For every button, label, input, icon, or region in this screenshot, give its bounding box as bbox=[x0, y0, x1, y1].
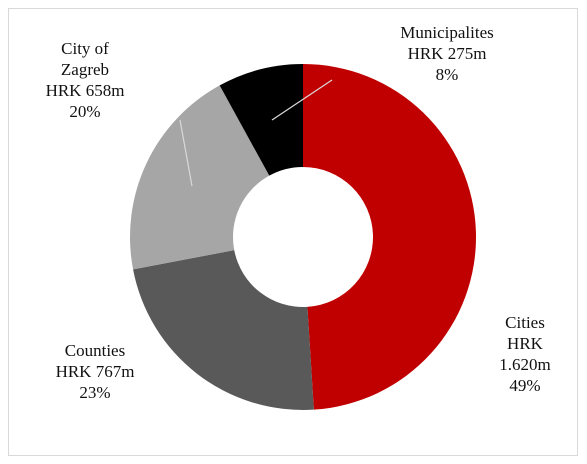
data-label: Cities HRK 1.620m 49% bbox=[490, 312, 560, 396]
category-label: City of Zagreb bbox=[60, 39, 110, 79]
percent-label: 8% bbox=[435, 65, 459, 84]
category-label: Cities bbox=[505, 313, 545, 332]
slice bbox=[133, 250, 314, 410]
percent-label: 49% bbox=[509, 376, 541, 395]
amount-label: HRK 767m bbox=[55, 362, 135, 381]
leader-line bbox=[179, 119, 193, 187]
amount-label: HRK 1.620m bbox=[499, 334, 551, 374]
slice bbox=[129, 85, 270, 270]
amount-label: HRK 275m bbox=[407, 44, 487, 63]
data-label: Municipalites HRK 275m 8% bbox=[372, 22, 522, 85]
percent-label: 20% bbox=[69, 102, 101, 121]
category-label: Municipalites bbox=[400, 23, 494, 42]
slice bbox=[219, 64, 303, 176]
slices bbox=[129, 64, 476, 410]
leader-line bbox=[271, 79, 333, 121]
data-label: City of Zagreb HRK 658m 20% bbox=[40, 38, 130, 122]
data-label: Counties HRK 767m 23% bbox=[40, 340, 150, 403]
slice bbox=[303, 64, 476, 410]
category-label: Counties bbox=[64, 341, 126, 360]
percent-label: 23% bbox=[79, 383, 111, 402]
amount-label: HRK 658m bbox=[45, 81, 125, 100]
